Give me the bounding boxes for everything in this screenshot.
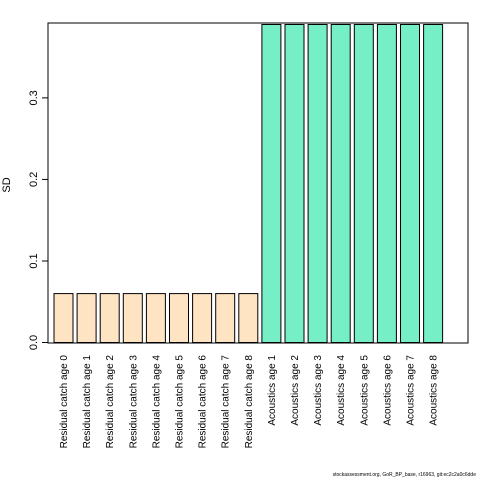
bar-15 xyxy=(376,24,397,343)
x-tick-label: Acoustics age 7 xyxy=(406,355,417,426)
y-tick-label: 0.2 xyxy=(28,172,40,187)
x-tick-label: Acoustics age 3 xyxy=(313,355,324,426)
bar-17 xyxy=(423,24,444,343)
bar-13 xyxy=(330,24,351,343)
bar-8 xyxy=(215,293,236,344)
bar-4 xyxy=(122,293,143,344)
bar-7 xyxy=(192,293,213,344)
x-tick-label: Acoustics age 6 xyxy=(382,355,393,426)
x-tick-label: Residual catch age 8 xyxy=(244,355,255,449)
x-tick-label: Residual catch age 7 xyxy=(221,355,232,449)
bar-10 xyxy=(261,24,282,343)
bar-6 xyxy=(169,293,189,344)
x-tick-label: Residual catch age 0 xyxy=(59,355,70,449)
bar-3 xyxy=(99,293,120,344)
y-tick-label: 0.0 xyxy=(28,335,40,350)
x-tick-label: Residual catch age 4 xyxy=(151,355,162,449)
y-axis-label: SD xyxy=(1,177,13,192)
y-axis: 0.0 0.1 0.2 0.3 xyxy=(28,90,48,350)
x-tick-label: Residual catch age 1 xyxy=(82,355,93,449)
x-tick-label: Residual catch age 2 xyxy=(105,355,116,449)
x-tick-label: Residual catch age 5 xyxy=(175,355,186,449)
y-tick-label: 0.1 xyxy=(28,253,40,268)
bars-group xyxy=(53,24,444,344)
y-tick-label: 0.3 xyxy=(28,90,40,105)
bar-14 xyxy=(353,24,374,343)
bar-5 xyxy=(145,293,166,344)
x-tick-label: Residual catch age 6 xyxy=(198,355,209,449)
bar-12 xyxy=(307,24,328,343)
x-tick-label: Acoustics age 8 xyxy=(429,355,440,426)
x-tick-label: Acoustics age 2 xyxy=(290,355,301,426)
x-axis: Residual catch age 0 Residual catch age 1… xyxy=(59,355,440,449)
bar-1 xyxy=(53,293,74,344)
x-tick-label: Acoustics age 1 xyxy=(267,355,278,426)
bar-9 xyxy=(238,293,259,344)
bar-2 xyxy=(76,293,97,344)
bar-11 xyxy=(284,24,305,343)
bar-16 xyxy=(400,24,420,343)
footer-source: stockassessment.org, GoR_BP_base, r16963… xyxy=(332,472,476,478)
x-tick-label: Residual catch age 3 xyxy=(128,355,139,449)
x-tick-label: Acoustics age 5 xyxy=(359,355,370,426)
x-tick-label: Acoustics age 4 xyxy=(336,355,347,426)
